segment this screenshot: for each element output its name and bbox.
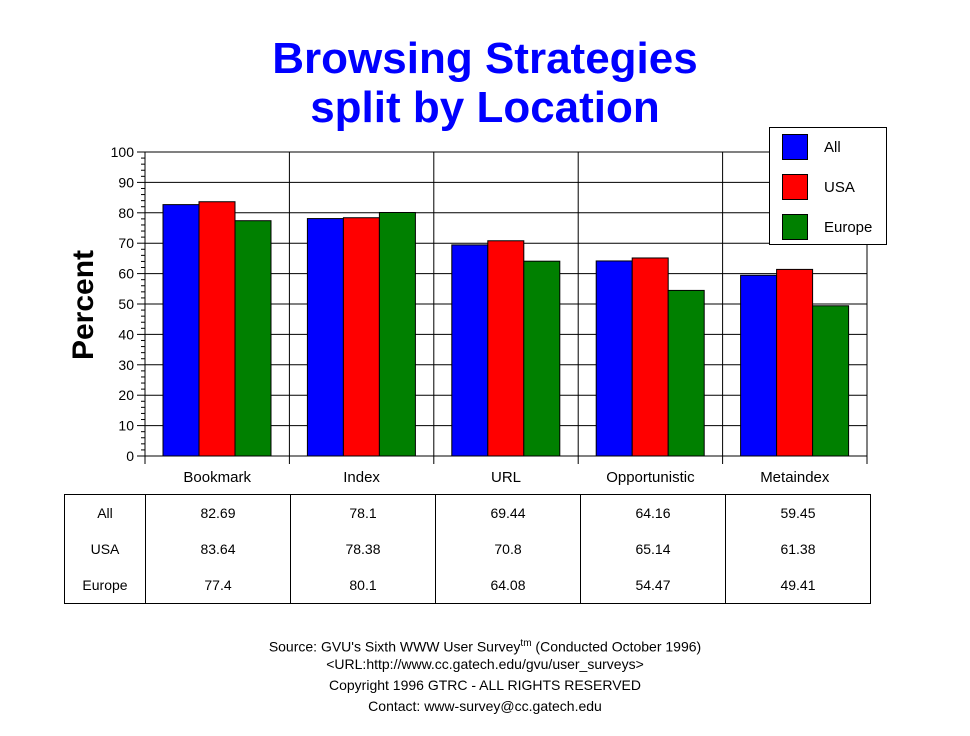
legend-label-europe: Europe [824,218,873,236]
bar [198,201,236,457]
y-tick-label: 20 [118,387,134,403]
y-tick-label: 0 [126,448,134,464]
table-cell: 54.47 [580,567,726,604]
table-row: All 82.69 78.1 69.44 64.16 59.45 [64,494,871,531]
table-cell: 77.4 [145,567,291,604]
bar [595,260,633,457]
footer-source-suffix: (Conducted October 1996) [531,638,702,655]
bar [378,211,416,457]
table-cell: 59.45 [725,494,871,531]
table-cell: 83.64 [145,531,291,567]
table-row: Europe 77.4 80.1 64.08 54.47 49.41 [64,567,871,604]
bar [306,218,344,457]
y-tick-label: 30 [118,357,134,373]
y-tick-label: 70 [118,235,134,251]
table-row-label: USA [64,531,146,567]
bar [451,244,489,457]
legend-item-usa: USA [782,173,855,201]
x-category-label: Index [343,469,380,486]
legend-swatch-usa [782,174,808,200]
x-category-label: Opportunistic [606,469,695,486]
legend-item-europe: Europe [782,213,872,241]
y-tick-label: 100 [111,144,135,160]
footer-source-prefix: Source: GVU's Sixth WWW User Survey [268,638,521,655]
legend-item-all: All [782,133,841,161]
table-row-label: Europe [64,567,146,604]
y-tick-label: 90 [118,174,134,190]
bar [342,217,380,457]
table-cell: 78.38 [290,531,436,567]
table-cell: 70.8 [435,531,581,567]
bar [740,274,778,457]
legend-label-all: All [824,138,841,156]
bar [812,305,850,457]
bar [487,240,525,457]
table-row: USA 83.64 78.38 70.8 65.14 61.38 [64,531,871,567]
bar [162,204,200,457]
x-category-label: URL [491,469,521,486]
y-tick-label: 80 [118,205,134,221]
table-cell: 49.41 [725,567,871,604]
legend-label-usa: USA [824,178,855,196]
legend-swatch-europe [782,214,808,240]
chart-subtitle: split by Location [310,83,660,132]
bar [776,268,814,457]
table-cell: 65.14 [580,531,726,567]
table-cell: 69.44 [435,494,581,531]
x-category-label: Bookmark [183,469,251,486]
x-category-label: Metaindex [760,469,830,486]
table-row-label: All [64,494,146,531]
legend-swatch-all [782,134,808,160]
y-tick-label: 10 [118,418,134,434]
chart-title: Browsing Strategies [272,34,698,83]
table-cell: 82.69 [145,494,291,531]
footer-contact: Contact: www-survey@cc.gatech.edu [368,698,602,714]
table-cell: 64.08 [435,567,581,604]
table-cell: 61.38 [725,531,871,567]
bar [631,257,669,457]
footer-source-sup: tm [520,638,532,649]
bar [523,260,561,457]
footer-url: <URL:http://www.cc.gatech.edu/gvu/user_s… [326,656,644,672]
footer-copyright: Copyright 1996 GTRC - ALL RIGHTS RESERVE… [329,677,641,693]
bar [667,289,705,457]
table-cell: 64.16 [580,494,726,531]
y-tick-label: 60 [118,266,134,282]
data-table: All 82.69 78.1 69.44 64.16 59.45 USA 83.… [64,494,871,604]
chart-legend: All USA Europe [769,127,887,245]
y-tick-label: 50 [118,296,134,312]
table-cell: 78.1 [290,494,436,531]
data-table-wrapper: All 82.69 78.1 69.44 64.16 59.45 USA 83.… [64,494,871,604]
y-tick-label: 40 [118,326,134,342]
footer-source: Source: GVU's Sixth WWW User Surveytm (C… [0,634,970,657]
table-cell: 80.1 [290,567,436,604]
bar [234,220,272,457]
